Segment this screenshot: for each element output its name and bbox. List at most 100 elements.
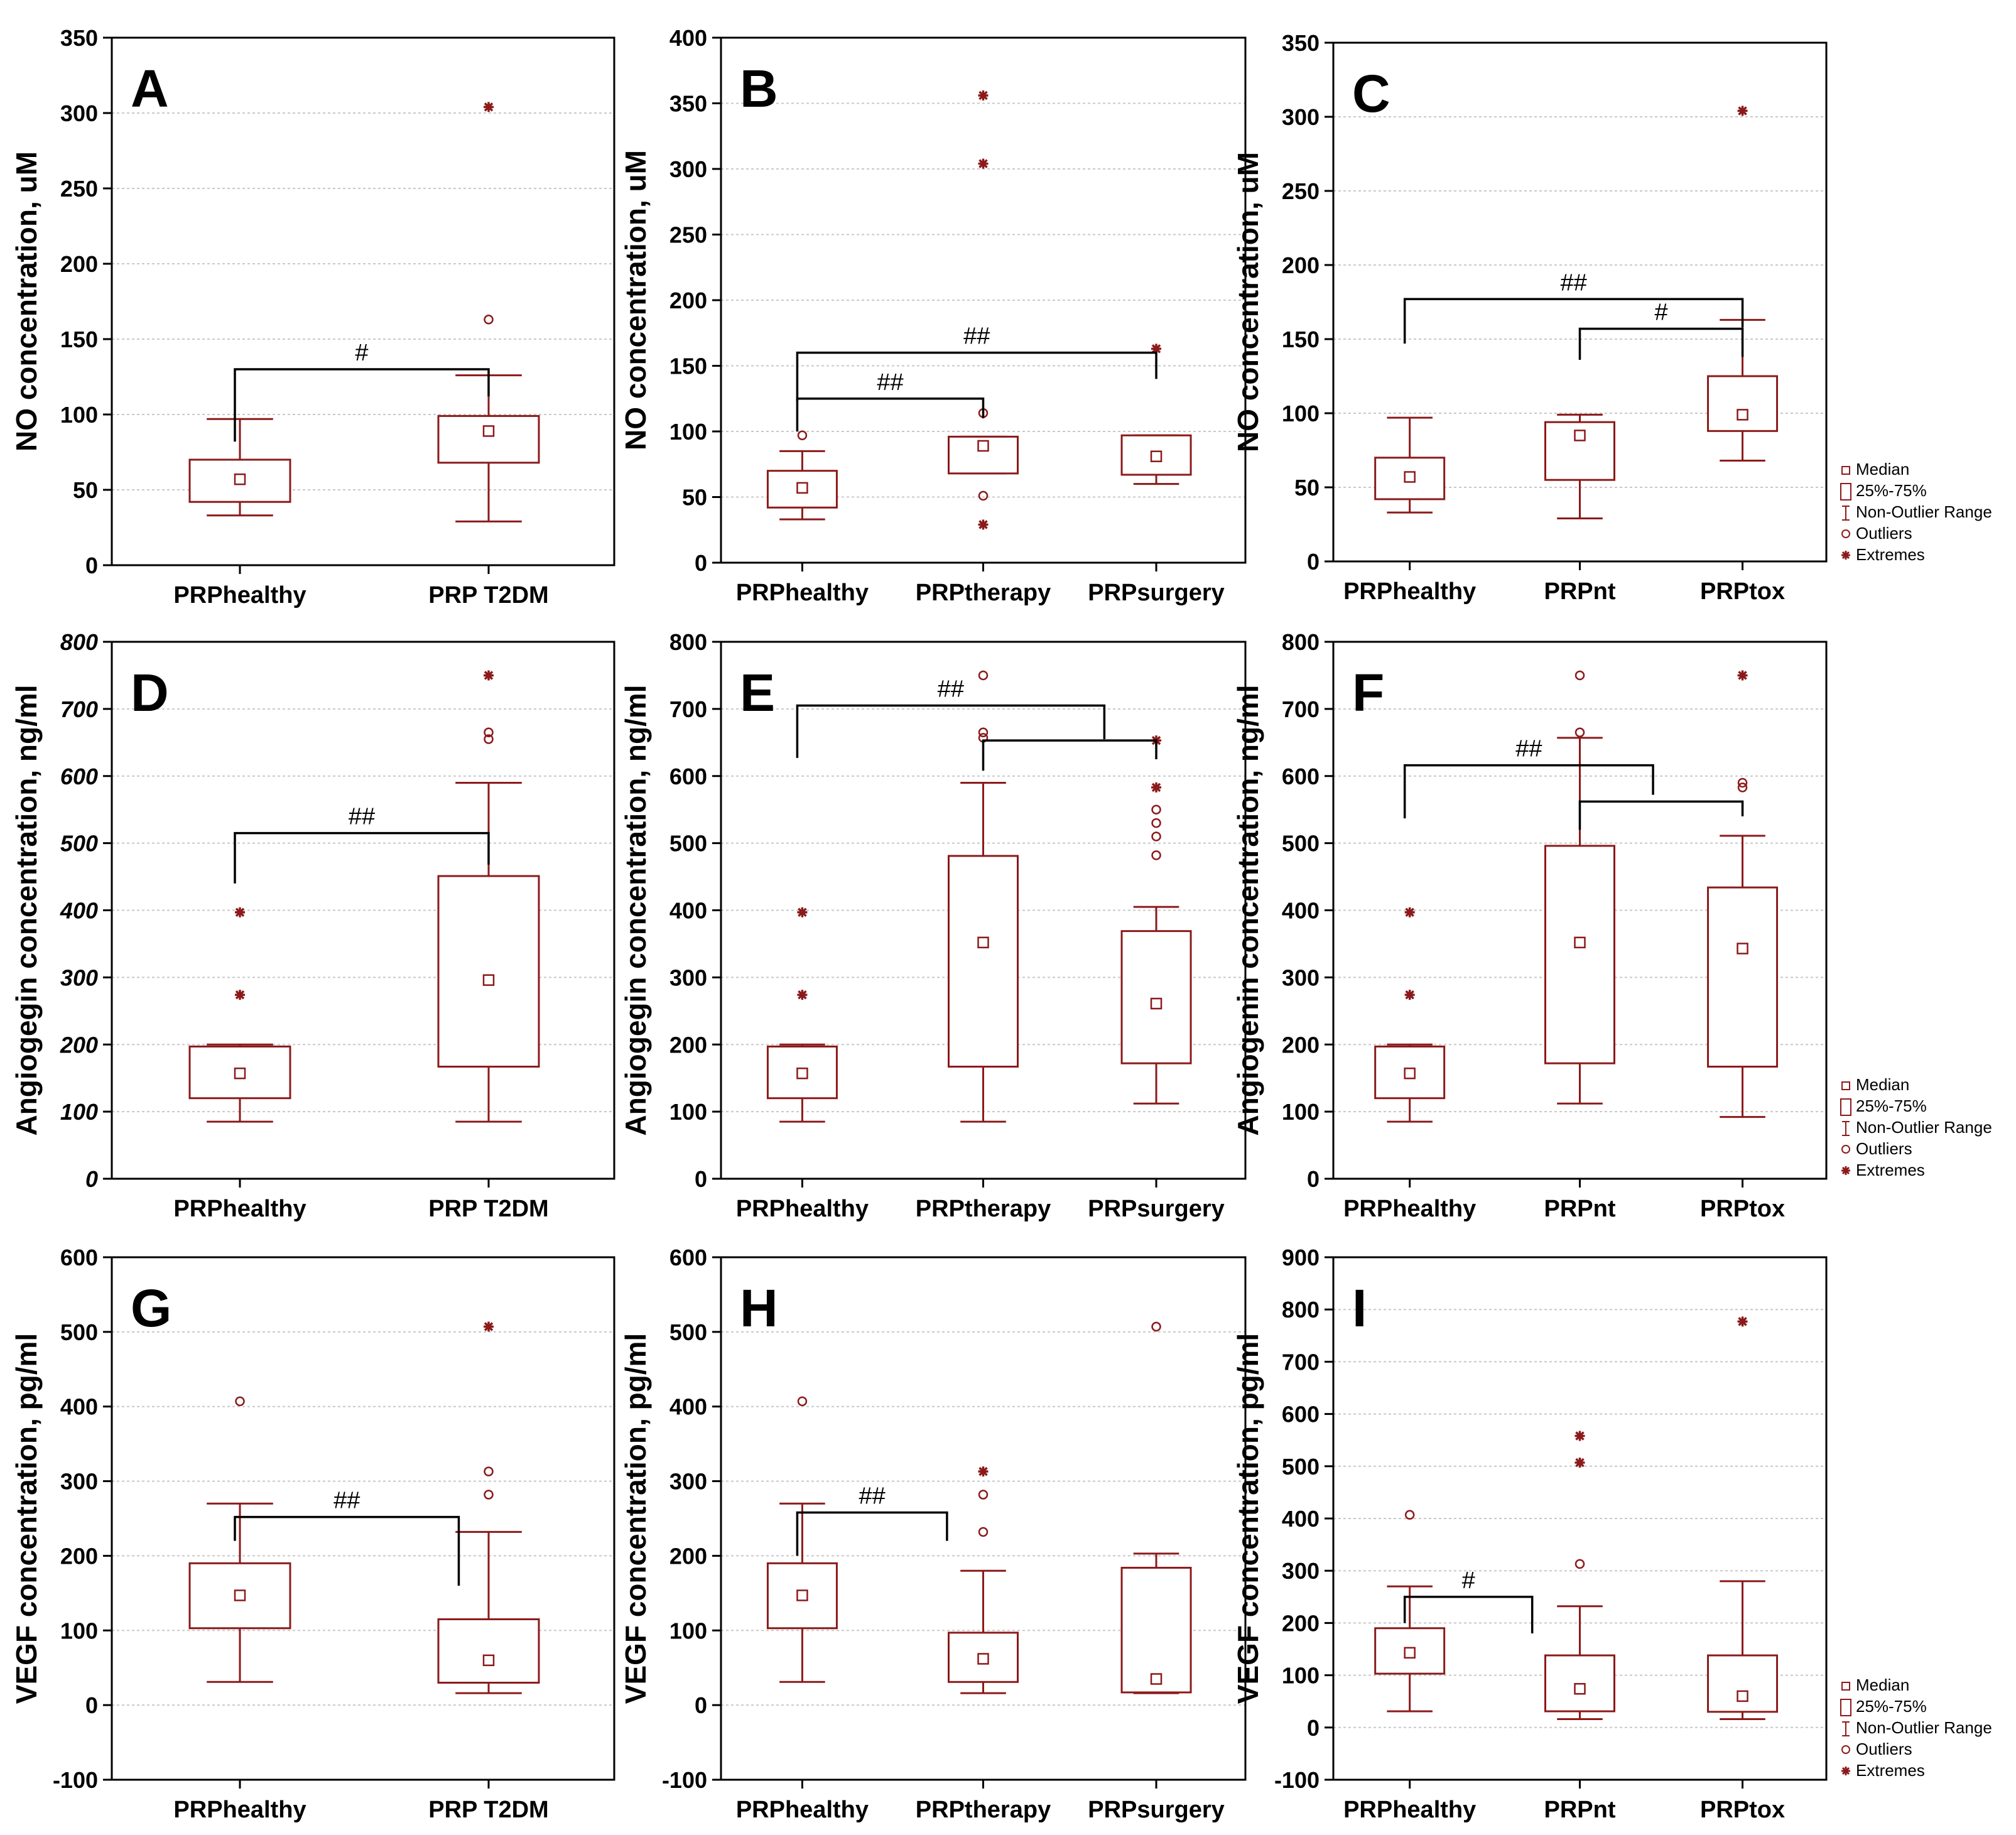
- significance-bracket: [796, 1511, 948, 1556]
- median-marker: [977, 936, 989, 949]
- x-category-label: PRPhealthy: [736, 1196, 869, 1222]
- iqr-box: [437, 1618, 540, 1684]
- y-tick-label: 100: [669, 1618, 707, 1643]
- outlier-point: [1574, 670, 1585, 681]
- y-tick-label: 500: [1282, 1454, 1320, 1480]
- significance-label: ##: [349, 804, 375, 830]
- panel-letter: I: [1352, 1279, 1367, 1338]
- median-marker: [1404, 471, 1416, 483]
- legend-median-swatch: [1841, 1682, 1850, 1691]
- panel-letter: E: [740, 663, 775, 722]
- y-tick-label: 300: [1282, 104, 1320, 130]
- panels: 0 50 100 150 200 250 300 350 NO concentration, u…: [10, 25, 1828, 1823]
- y-tick-label: 700: [1282, 1349, 1320, 1375]
- y-tick-label: 500: [669, 831, 707, 857]
- legend-range-swatch: [1842, 1121, 1850, 1136]
- median-marker: [482, 974, 495, 986]
- significance-label: ##: [963, 323, 990, 350]
- y-tick-label: 500: [60, 831, 98, 857]
- iqr-box: [1707, 1654, 1779, 1713]
- y-tick-label: 500: [60, 1319, 98, 1345]
- legend-extremes-label: Extremes: [1856, 545, 1925, 564]
- x-category-label: PRPhealthy: [173, 582, 306, 609]
- panel-E: 0 100 200 300 400 500 600 700 800 Angiogegin conc…: [619, 629, 1247, 1222]
- x-category-label: PRPtox: [1700, 578, 1785, 605]
- y-tick-label: 250: [1282, 178, 1320, 204]
- box-PRPhealthy: [188, 418, 291, 517]
- median-marker: [1574, 936, 1586, 949]
- outlier-point: [1574, 1559, 1585, 1569]
- y-tick-label: 250: [669, 222, 707, 248]
- extreme-point: [1574, 1431, 1585, 1441]
- panel-letter: C: [1352, 64, 1390, 123]
- box-PRPhealthy: [188, 1396, 291, 1683]
- significance-bracket: [234, 1515, 460, 1586]
- legend-median-label: Median: [1856, 1075, 1909, 1094]
- legend-iqr-label: 25%-75%: [1856, 1697, 1927, 1716]
- extreme-point: [235, 990, 245, 1000]
- panel-A: 0 50 100 150 200 250 300 350 NO concentration, u…: [10, 25, 615, 609]
- y-tick-label: 800: [60, 629, 98, 655]
- outlier-point: [978, 727, 989, 738]
- legend-extreme-swatch: [1841, 1767, 1850, 1775]
- y-axis-label: Angiogegin concentration, ng/ml: [619, 685, 652, 1135]
- outlier-point: [797, 430, 808, 441]
- y-tick-label: 400: [1282, 898, 1320, 924]
- iqr-box: [1120, 1566, 1192, 1694]
- panel-letter: B: [740, 59, 778, 118]
- x-category-label: PRPtherapy: [916, 580, 1051, 606]
- outlier-point: [1404, 1510, 1415, 1520]
- box-PRPhealthy: [1374, 907, 1446, 1123]
- y-tick-label: 50: [682, 485, 707, 511]
- y-tick-label: 600: [60, 764, 98, 789]
- y-tick-label: 0: [695, 1692, 707, 1718]
- box-PRPtox: [1707, 1316, 1779, 1720]
- panel-G: -100 0 100 200 300 400 500 600 VEGF concentratio…: [10, 1245, 615, 1823]
- legend-extreme-swatch: [1841, 551, 1850, 560]
- y-tick-label: 350: [1282, 30, 1320, 56]
- median-marker: [234, 1067, 246, 1080]
- outlier-point: [1737, 777, 1748, 788]
- outlier-point: [1151, 818, 1161, 828]
- significance-label: #: [1462, 1567, 1475, 1594]
- iqr-box: [1707, 886, 1779, 1068]
- outlier-point: [484, 315, 494, 325]
- extreme-point: [1737, 670, 1748, 681]
- box-PRPnt: [1544, 670, 1615, 1105]
- y-tick-label: 600: [669, 1245, 707, 1270]
- significance-label: ##: [333, 1488, 360, 1514]
- legend-median-label: Median: [1856, 460, 1909, 479]
- median-marker: [1404, 1067, 1416, 1080]
- y-tick-label: 300: [1282, 965, 1320, 990]
- y-tick-label: 200: [669, 1543, 707, 1569]
- x-category-label: PRP T2DM: [428, 582, 548, 609]
- x-category-label: PRPnt: [1544, 1196, 1616, 1222]
- extreme-point: [484, 670, 494, 681]
- legend: Median 25%-75% Non-Outlier Range Outliers Ex…: [1840, 1075, 1992, 1179]
- median-marker: [1737, 1690, 1748, 1702]
- median-marker: [1574, 1682, 1586, 1695]
- significance-bracket: [796, 398, 985, 431]
- outlier-point: [978, 1490, 989, 1500]
- y-tick-label: 200: [669, 288, 707, 313]
- significance-bracket: [1403, 1596, 1534, 1634]
- y-tick-label: 200: [669, 1032, 707, 1058]
- y-tick-label: 700: [669, 696, 707, 722]
- box-PRP T2DM: [437, 670, 540, 1123]
- panel-letter: G: [131, 1279, 171, 1338]
- y-tick-label: 500: [669, 1319, 707, 1345]
- y-tick-label: 100: [1282, 401, 1320, 426]
- outlier-point: [484, 734, 494, 744]
- median-marker: [977, 1653, 989, 1665]
- significance-bracket: [234, 368, 490, 442]
- extreme-point: [1737, 1316, 1748, 1327]
- extreme-point: [978, 1466, 989, 1477]
- plot-frame: [111, 1256, 615, 1781]
- significance-label: ##: [1560, 269, 1586, 296]
- median-marker: [977, 440, 989, 452]
- y-axis-label: Angiogenin concentration, ng/ml: [1232, 685, 1264, 1135]
- y-tick-label: 100: [1282, 1099, 1320, 1125]
- y-tick-label: 800: [669, 629, 707, 655]
- legend-range-label: Non-Outlier Range: [1856, 1118, 1992, 1137]
